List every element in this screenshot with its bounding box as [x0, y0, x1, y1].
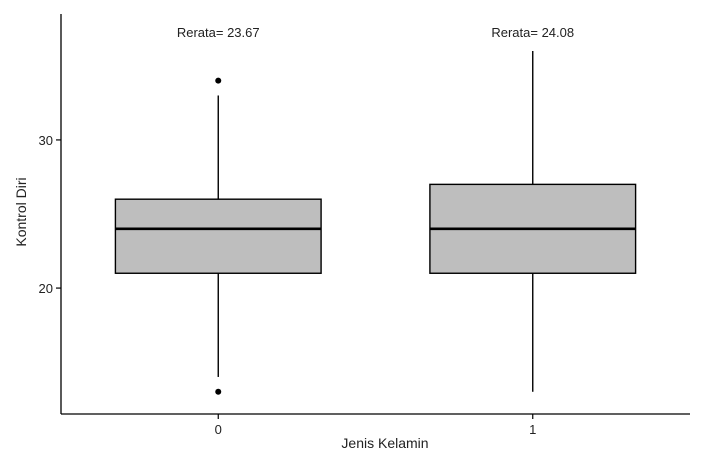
outlier-point: [215, 77, 222, 84]
x-tick-label: 1: [529, 422, 536, 437]
y-axis-title: Kontrol Diri: [13, 177, 29, 246]
y-tick-label: 30: [39, 133, 53, 148]
x-tick-label: 0: [215, 422, 222, 437]
outlier-point: [215, 388, 222, 395]
x-axis-title: Jenis Kelamin: [341, 435, 428, 451]
mean-annotation: Rerata= 24.08: [491, 25, 574, 40]
mean-annotation: Rerata= 23.67: [177, 25, 260, 40]
y-tick-label: 20: [39, 281, 53, 296]
box-iqr: [114, 198, 322, 274]
